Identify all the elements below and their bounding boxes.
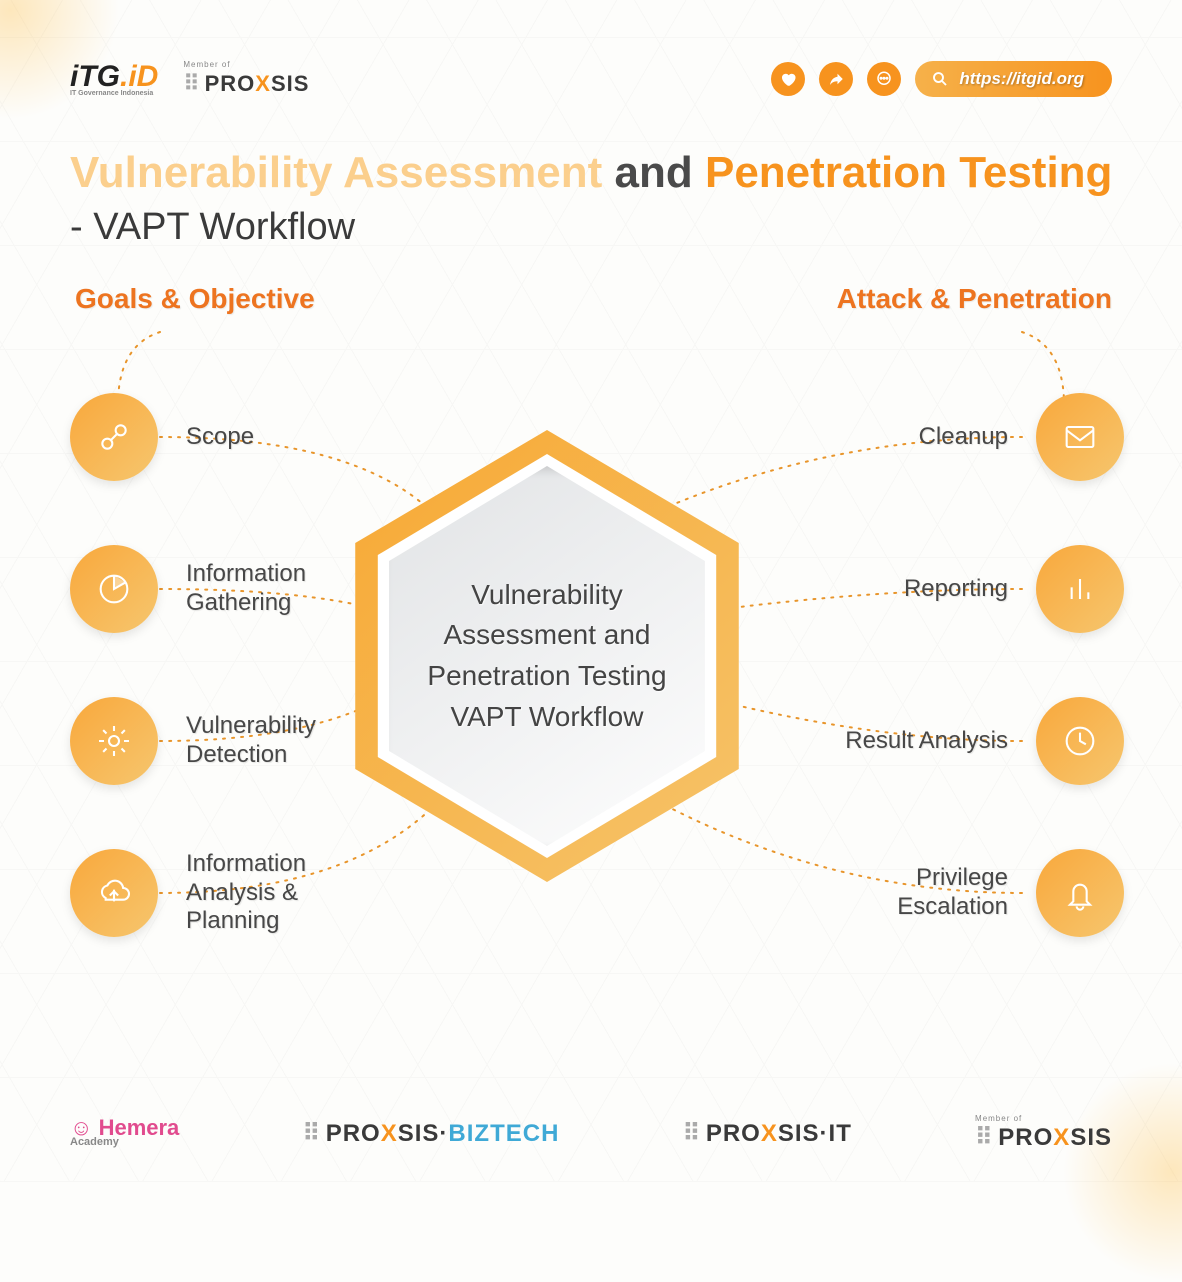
hexagon-text: Vulnerability Assessment and Penetration… <box>413 500 681 812</box>
right-section-heading: Attack & Penetration <box>837 283 1112 315</box>
left-item-label-0: Scope <box>186 423 254 452</box>
title-part2: Penetration Testing <box>705 148 1112 197</box>
bar-icon <box>1036 545 1124 633</box>
itg-logo-part1: iTG <box>70 60 120 93</box>
url-pill[interactable]: https://itgid.org <box>915 61 1112 97</box>
hemera-logo: ☺ Hemera Academy <box>70 1118 179 1148</box>
right-item-label-2: Result Analysis <box>845 727 1008 756</box>
right-item-1: Reporting <box>904 545 1124 633</box>
proxsis-biztech-logo: ⠿ PROXSIS·BIZTECH <box>302 1119 559 1148</box>
left-section-heading: Goals & Objective <box>75 283 315 315</box>
right-item-3: Privilege Escalation <box>818 849 1124 937</box>
footer: ☺ Hemera Academy ⠿ PROXSIS·BIZTECH ⠿ PRO… <box>70 1114 1112 1152</box>
subtitle: - VAPT Workflow <box>70 206 1132 249</box>
left-item-3: Information Analysis & Planning <box>70 849 376 937</box>
left-item-1: Information Gathering <box>70 545 376 633</box>
footer-member-label: Member of <box>975 1114 1112 1123</box>
gear-icon <box>70 697 158 785</box>
left-item-0: Scope <box>70 393 254 481</box>
proxsis-logo: Member of ⠿ PROXSIS <box>183 60 309 97</box>
itg-logo: iTG.iD IT Governance Indonesia <box>70 60 158 97</box>
proxsis-member-label: Member of <box>183 60 309 69</box>
title-connector: and <box>615 148 693 197</box>
main-title: Vulnerability Assessment and Penetration… <box>70 145 1132 200</box>
title-block: Vulnerability Assessment and Penetration… <box>70 145 1132 249</box>
pie-icon <box>70 545 158 633</box>
header: iTG.iD IT Governance Indonesia Member of… <box>70 60 1112 97</box>
center-hexagon: Vulnerability Assessment and Penetration… <box>343 430 751 882</box>
right-item-label-1: Reporting <box>904 575 1008 604</box>
itg-logo-sub: IT Governance Indonesia <box>70 90 158 97</box>
title-part1: Vulnerability Assessment <box>70 148 602 197</box>
scope-icon <box>70 393 158 481</box>
bell-icon <box>1036 849 1124 937</box>
itg-logo-part2: .iD <box>120 60 158 93</box>
proxsis-footer-logo: Member of ⠿ PROXSIS <box>975 1114 1112 1152</box>
chat-icon[interactable] <box>867 62 901 96</box>
clock-icon <box>1036 697 1124 785</box>
mail-icon <box>1036 393 1124 481</box>
search-icon <box>931 70 949 88</box>
cloud-icon <box>70 849 158 937</box>
header-logos: iTG.iD IT Governance Indonesia Member of… <box>70 60 309 97</box>
share-icon[interactable] <box>819 62 853 96</box>
right-item-0: Cleanup <box>919 393 1124 481</box>
url-text: https://itgid.org <box>959 69 1084 88</box>
right-item-label-3: Privilege Escalation <box>818 864 1008 922</box>
heart-icon[interactable] <box>771 62 805 96</box>
left-item-2: Vulnerability Detection <box>70 697 376 785</box>
header-right: https://itgid.org <box>771 61 1112 97</box>
proxsis-it-logo: ⠿ PROXSIS·IT <box>683 1119 852 1148</box>
right-item-label-0: Cleanup <box>919 423 1008 452</box>
right-item-2: Result Analysis <box>845 697 1124 785</box>
